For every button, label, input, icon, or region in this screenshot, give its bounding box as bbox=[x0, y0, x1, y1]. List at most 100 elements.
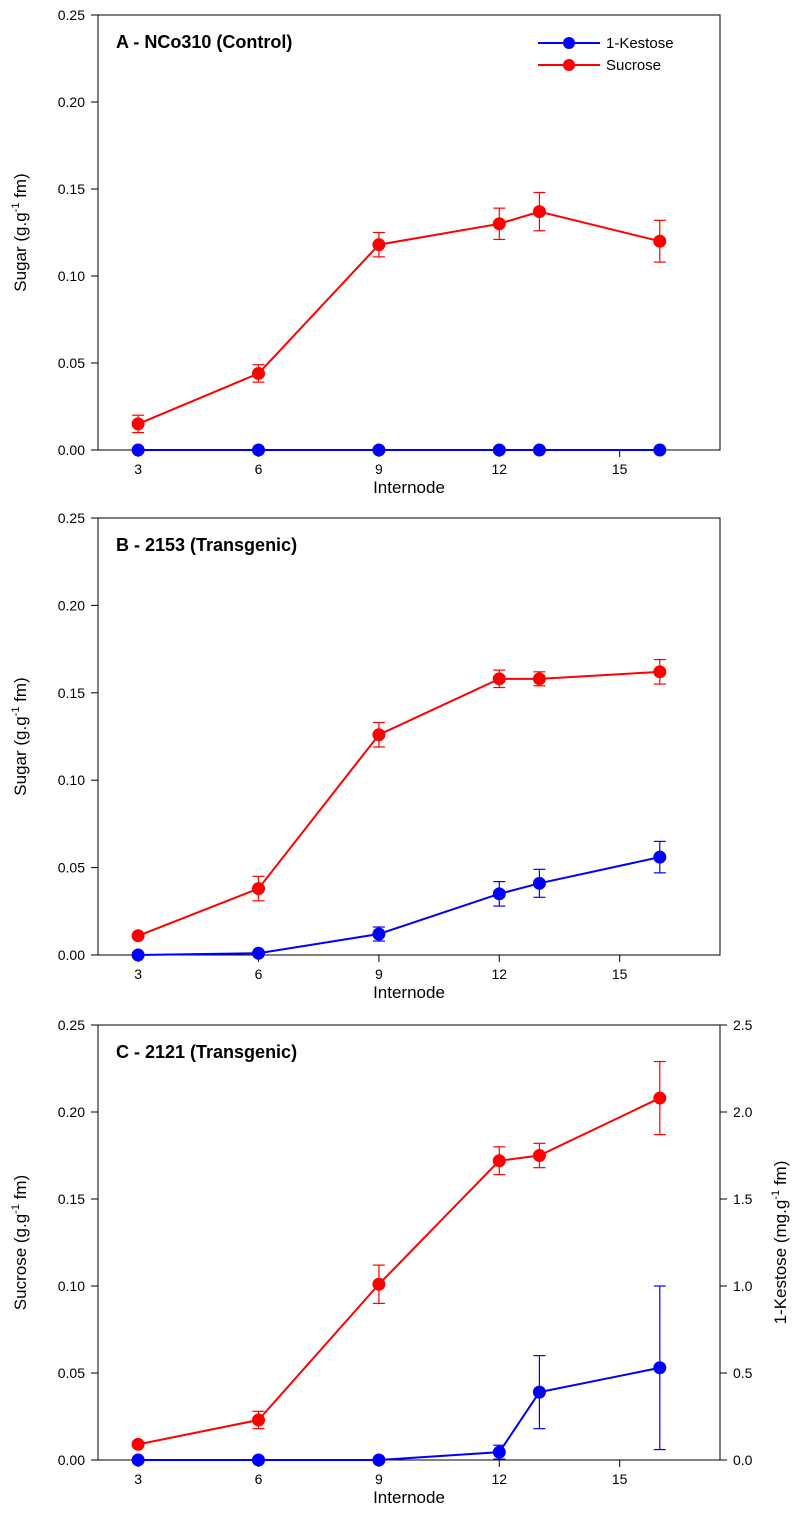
y-axis-title-sup: -1 bbox=[10, 1204, 22, 1214]
series-line bbox=[138, 1366, 661, 1461]
plot-frame bbox=[97, 517, 721, 956]
y-tick-label: 0.10 bbox=[58, 268, 85, 284]
x-tick-label: 3 bbox=[134, 966, 142, 982]
data-point bbox=[532, 205, 546, 219]
y-axis-title-main: Sucrose (g.g bbox=[11, 1214, 30, 1310]
data-point bbox=[492, 887, 506, 901]
y-axis-title-main: Sugar (g.g bbox=[11, 716, 30, 795]
y-tick-label: 0.25 bbox=[58, 1017, 85, 1033]
y-tick-label: 0.25 bbox=[58, 510, 85, 526]
y-axis-title: Sugar (g.g-1 fm) bbox=[10, 677, 30, 795]
panel-title: A - NCo310 (Control) bbox=[116, 32, 292, 52]
y2-tick-label: 2.0 bbox=[733, 1104, 753, 1120]
data-point bbox=[653, 665, 667, 679]
x-tick-label: 12 bbox=[492, 461, 508, 477]
y-tick-label: 0.20 bbox=[58, 94, 85, 110]
data-point bbox=[492, 1154, 506, 1168]
y-tick-label: 0.05 bbox=[58, 860, 85, 876]
y-tick-label: 0.20 bbox=[58, 597, 85, 613]
data-point bbox=[532, 443, 546, 457]
data-point bbox=[532, 1385, 546, 1399]
data-point bbox=[372, 927, 386, 941]
series-1-kestose bbox=[131, 443, 667, 457]
y-tick-label: 0.00 bbox=[58, 947, 85, 963]
x-axis-title: Internode bbox=[373, 1488, 445, 1507]
data-point bbox=[492, 672, 506, 686]
chart-panel-c: 3 6 9 12 15 Internode 0.00 0.05 0.10 0.15 0.20 0.25… bbox=[10, 1017, 790, 1507]
legend-label: 1-Kestose bbox=[606, 35, 674, 52]
y2-tick-label: 0.5 bbox=[733, 1365, 753, 1381]
y-tick-label: 0.20 bbox=[58, 1104, 85, 1120]
panel-title: B - 2153 (Transgenic) bbox=[116, 535, 297, 555]
y2-axis-title-sup: -1 bbox=[770, 1190, 782, 1200]
y-axis-title-sup: -1 bbox=[10, 203, 22, 213]
data-point bbox=[131, 417, 145, 431]
series-line bbox=[137, 210, 661, 425]
series-line bbox=[138, 856, 661, 956]
data-point bbox=[372, 443, 386, 457]
data-point bbox=[252, 882, 266, 896]
panel-title: C - 2121 (Transgenic) bbox=[116, 1042, 297, 1062]
y2-tick-label: 1.5 bbox=[733, 1191, 753, 1207]
y2-axis-title-tail: fm) bbox=[771, 1161, 790, 1190]
data-point bbox=[372, 238, 386, 252]
y-axis-title: Sucrose (g.g-1 fm) bbox=[10, 1175, 30, 1310]
data-point bbox=[372, 1453, 386, 1467]
y2-tick-label: 0.0 bbox=[733, 1452, 753, 1468]
x-tick-label: 3 bbox=[134, 1471, 142, 1487]
legend: 1-Kestose Sucrose bbox=[538, 35, 674, 74]
data-point bbox=[372, 728, 386, 742]
series-line bbox=[137, 1097, 661, 1446]
y2-axis-title: 1-Kestose (mg.g-1 fm) bbox=[770, 1161, 790, 1325]
data-point bbox=[492, 1445, 506, 1459]
data-point bbox=[131, 1453, 145, 1467]
data-point bbox=[372, 1277, 386, 1291]
x-tick-label: 9 bbox=[375, 1471, 383, 1487]
y-axis-title-tail: fm) bbox=[11, 677, 30, 706]
y-tick-label: 0.00 bbox=[58, 442, 85, 458]
data-point bbox=[131, 929, 145, 943]
data-point bbox=[252, 443, 266, 457]
y-tick-label: 0.25 bbox=[58, 7, 85, 23]
x-tick-label: 6 bbox=[255, 1471, 263, 1487]
series-sucrose bbox=[131, 191, 667, 434]
x-axis-title: Internode bbox=[373, 983, 445, 1002]
data-point bbox=[653, 850, 667, 864]
x-tick-label: 15 bbox=[612, 461, 628, 477]
y-tick-label: 0.05 bbox=[58, 1365, 85, 1381]
x-axis-title: Internode bbox=[373, 478, 445, 497]
data-point bbox=[131, 443, 145, 457]
series-line bbox=[137, 670, 660, 937]
series-1-kestose bbox=[131, 840, 667, 962]
legend-swatch-marker bbox=[563, 59, 575, 71]
data-point bbox=[532, 672, 546, 686]
data-point bbox=[252, 366, 266, 380]
plot-frame bbox=[97, 1024, 721, 1461]
y-axis-title-tail: fm) bbox=[11, 173, 30, 202]
x-tick-label: 9 bbox=[375, 966, 383, 982]
data-point bbox=[653, 1091, 667, 1105]
data-point bbox=[532, 1149, 546, 1162]
data-point bbox=[131, 1437, 145, 1451]
y-tick-label: 0.05 bbox=[58, 355, 85, 371]
data-point bbox=[492, 443, 506, 457]
y-axis-title-sup: -1 bbox=[10, 707, 22, 717]
y-tick-label: 0.10 bbox=[58, 772, 85, 788]
data-point bbox=[252, 1453, 266, 1467]
chart-panel-a: 3 6 9 12 15 Internode 0.00 0.05 0.10 0.15 0.20 0.25… bbox=[10, 7, 721, 497]
x-tick-label: 9 bbox=[375, 461, 383, 477]
data-point bbox=[131, 948, 145, 962]
legend-swatch-marker bbox=[563, 37, 575, 49]
data-point bbox=[252, 1413, 266, 1427]
y-axis-title: Sugar (g.g-1 fm) bbox=[10, 173, 30, 291]
y-tick-label: 0.15 bbox=[58, 685, 85, 701]
data-point bbox=[532, 876, 546, 890]
x-tick-label: 6 bbox=[255, 461, 263, 477]
x-tick-label: 6 bbox=[255, 966, 263, 982]
y2-tick-label: 2.5 bbox=[733, 1017, 753, 1033]
y-tick-label: 0.10 bbox=[58, 1278, 85, 1294]
data-point bbox=[492, 217, 506, 231]
data-point bbox=[653, 443, 667, 457]
data-point bbox=[653, 1361, 667, 1375]
